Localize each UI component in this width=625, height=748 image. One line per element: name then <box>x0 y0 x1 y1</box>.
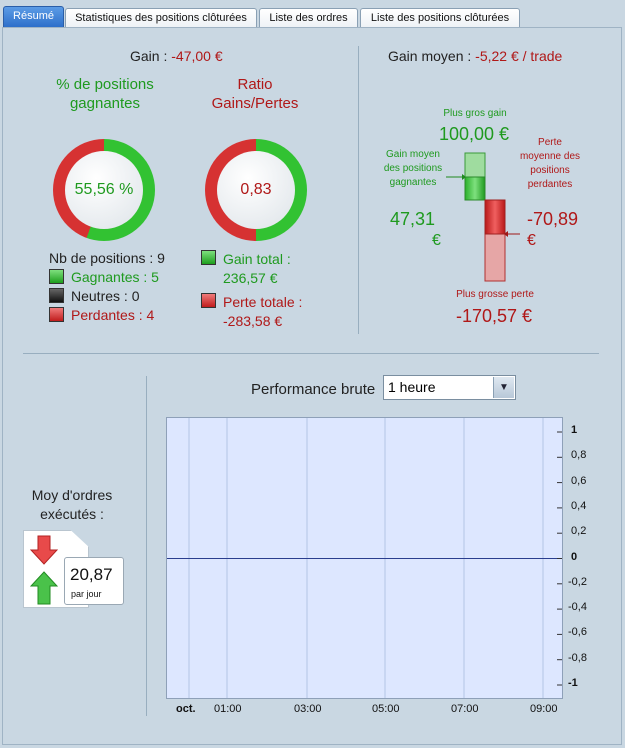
worst-loss-label: Plus grosse perte <box>456 289 534 300</box>
gagnantes-count: Gagnantes : 5 <box>71 269 159 285</box>
win-pct-value: 55,56 % <box>65 151 143 229</box>
gain-total-label: Gain total : <box>223 251 291 267</box>
gain-header: Gain : -47,00 € <box>130 48 223 64</box>
perte-totale-value: -283,58 € <box>223 313 283 329</box>
orders-rate-unit: par jour <box>71 589 102 599</box>
y-tick-label: 0,6 <box>568 474 587 487</box>
x-tick-label: 07:00 <box>451 703 479 715</box>
avg-loss-value: -70,89 <box>527 209 579 229</box>
avg-gain-label: Gain moyen : <box>388 48 472 64</box>
green-legend-icon <box>49 269 64 284</box>
avg-win-arrowhead <box>462 174 466 180</box>
arrows-icon <box>30 535 58 605</box>
x-tick-label: oct. <box>176 703 196 715</box>
best-gain-label: Plus gros gain <box>443 108 507 119</box>
avg-win-value: 47,31 <box>390 209 436 229</box>
best-gain-value: 100,00 € <box>438 124 510 144</box>
ratio-title: Ratio Gains/Pertes <box>211 76 299 112</box>
top-divider <box>358 46 359 334</box>
avg-loss-label: Perte moyenne des positions perdantes <box>519 137 581 190</box>
worst-loss-value: -170,57 € <box>455 306 533 326</box>
avg-loss-bar <box>484 199 506 235</box>
gain-total-value: 236,57 € <box>223 270 278 286</box>
y-tick-label: -0,2 <box>568 575 587 588</box>
gain-label: Gain : <box>130 48 168 64</box>
y-tick-label: -0,6 <box>568 626 587 639</box>
y-tick-label: -0,8 <box>568 651 587 664</box>
chevron-down-icon[interactable]: ▼ <box>493 377 514 398</box>
tab-orders-list[interactable]: Liste des ordres <box>259 8 358 27</box>
gain-total: Gain total : 236,57 € <box>223 250 291 288</box>
avg-loss-currency: € <box>527 232 536 249</box>
y-tick-label: 0,8 <box>568 449 587 462</box>
avg-win-bar <box>464 176 486 201</box>
y-tick-label: -1 <box>568 677 578 689</box>
section-divider <box>23 353 599 354</box>
red-legend-icon <box>49 307 64 322</box>
avg-gain-value: -5,22 € / trade <box>475 48 563 64</box>
y-tick-label: 0,4 <box>568 499 587 512</box>
period-select-value: 1 heure <box>388 379 436 395</box>
period-select[interactable]: 1 heure ▼ <box>383 375 516 400</box>
win-pct-donut: 55,56 % <box>53 139 155 241</box>
avg-loss-arrowhead <box>504 231 508 237</box>
x-tick-label: 09:00 <box>530 703 558 715</box>
perdantes-count: Perdantes : 4 <box>71 307 155 323</box>
perte-totale-label: Perte totale : <box>223 294 303 310</box>
orders-title: Moy d'ordres exécutés : <box>31 487 113 522</box>
gain-total-icon <box>201 250 216 265</box>
perte-totale-icon <box>201 293 216 308</box>
bottom-divider <box>146 376 147 716</box>
performance-label: Performance brute <box>251 381 376 398</box>
x-tick-label: 01:00 <box>214 703 242 715</box>
up-arrow-icon <box>30 571 58 605</box>
black-legend-icon <box>49 288 64 303</box>
ratio-donut: 0,83 <box>205 139 307 241</box>
y-tick-label: -0,4 <box>568 601 587 614</box>
orders-rate-box: 20,87 par jour <box>64 557 124 605</box>
x-tick-label: 03:00 <box>294 703 322 715</box>
gain-value: -47,00 € <box>171 48 223 64</box>
x-tick-label: 05:00 <box>372 703 400 715</box>
avg-gain-header: Gain moyen : -5,22 € / trade <box>388 48 562 64</box>
perte-totale: Perte totale : -283,58 € <box>223 293 302 331</box>
down-arrow-icon <box>30 535 58 565</box>
neutres-count: Neutres : 0 <box>71 288 140 304</box>
y-tick-label: 0,2 <box>568 525 587 538</box>
y-tick-label: 1 <box>568 424 578 436</box>
gain-loss-bar-chart <box>446 152 520 282</box>
avg-win-label: Gain moyen des positions gagnantes <box>383 149 443 188</box>
tab-resume[interactable]: Résumé <box>3 6 64 27</box>
orders-rate-value: 20,87 <box>70 565 113 584</box>
tab-bar: Résumé Statistiques des positions clôtur… <box>0 0 625 28</box>
tab-closed-positions-stats[interactable]: Statistiques des positions clôturées <box>65 8 257 27</box>
performance-chart-svg <box>167 418 562 698</box>
tab-closed-positions-list[interactable]: Liste des positions clôturées <box>360 8 520 27</box>
win-pct-title: % de positions gagnantes <box>56 76 154 112</box>
performance-chart <box>166 417 563 699</box>
y-tick-label: 0 <box>568 550 578 563</box>
avg-win-currency: € <box>432 232 441 249</box>
ratio-value: 0,83 <box>217 151 295 229</box>
nb-positions: Nb de positions : 9 <box>49 250 165 266</box>
